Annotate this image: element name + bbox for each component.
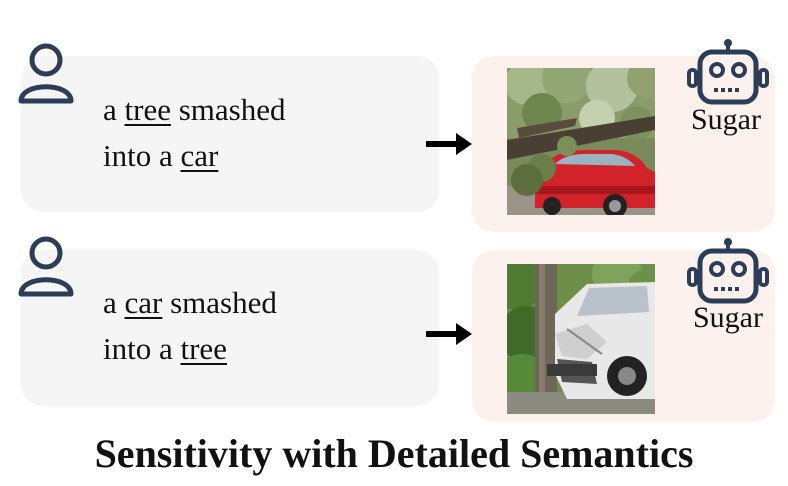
prompt-line: a tree smashed xyxy=(103,87,286,133)
prompt-keyword: tree xyxy=(180,331,227,366)
prompt-line: into a tree xyxy=(103,326,277,372)
model-label-2: Sugar xyxy=(693,301,763,334)
user-icon xyxy=(18,43,74,104)
prompt-box-1 xyxy=(21,56,439,212)
prompt-word: smashed xyxy=(162,285,277,320)
prompt-keyword: car xyxy=(180,138,219,173)
prompt-box-2 xyxy=(21,250,439,406)
prompt-word: into a xyxy=(103,138,181,173)
prompt-text-1: a tree smashed into a car xyxy=(103,87,286,179)
generated-image-1 xyxy=(507,68,655,215)
prompt-word: smashed xyxy=(170,92,286,127)
robot-icon xyxy=(687,39,769,105)
prompt-line: into a car xyxy=(103,133,286,179)
robot-icon xyxy=(687,238,769,304)
model-label-1: Sugar xyxy=(691,103,761,136)
arrow-right-icon xyxy=(426,323,472,345)
prompt-line: a car smashed xyxy=(103,280,277,326)
prompt-keyword: car xyxy=(124,285,163,320)
user-icon xyxy=(18,236,74,297)
prompt-word: a xyxy=(103,285,125,320)
prompt-word: a xyxy=(103,92,125,127)
prompt-text-2: a car smashed into a tree xyxy=(103,280,277,372)
prompt-word: into a xyxy=(103,331,181,366)
arrow-right-icon xyxy=(426,133,472,155)
figure-title: Sensitivity with Detailed Semantics xyxy=(94,431,694,476)
prompt-keyword: tree xyxy=(124,92,171,127)
generated-image-2 xyxy=(507,264,655,414)
